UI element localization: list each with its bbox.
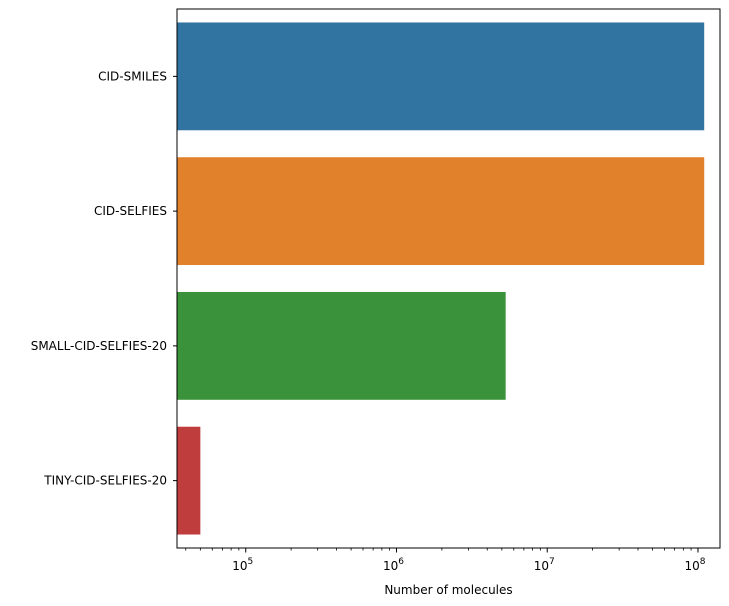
x-axis-label: Number of molecules xyxy=(384,583,512,597)
bars-group xyxy=(177,22,705,535)
bar-tiny-cid-selfies-20 xyxy=(177,426,201,535)
x-tick-label: 106 xyxy=(383,557,404,573)
bar-small-cid-selfies-20 xyxy=(177,291,506,400)
bar-cid-selfies xyxy=(177,157,705,266)
y-tick-label: TINY-CID-SELFIES-20 xyxy=(43,474,167,488)
x-tick-label: 108 xyxy=(684,557,705,573)
y-axis: CID-SMILES CID-SELFIES SMALL-CID-SELFIES-2… xyxy=(31,69,177,488)
y-tick-label: CID-SELFIES xyxy=(94,204,167,218)
bar-cid-smiles xyxy=(177,22,705,131)
x-axis: 105 106 107 108 xyxy=(185,548,706,573)
plot-frame xyxy=(176,8,721,549)
y-tick-label: CID-SMILES xyxy=(98,69,167,83)
y-tick-label: SMALL-CID-SELFIES-20 xyxy=(31,339,167,353)
x-tick-label: 105 xyxy=(232,557,253,573)
x-tick-label: 107 xyxy=(534,557,555,573)
